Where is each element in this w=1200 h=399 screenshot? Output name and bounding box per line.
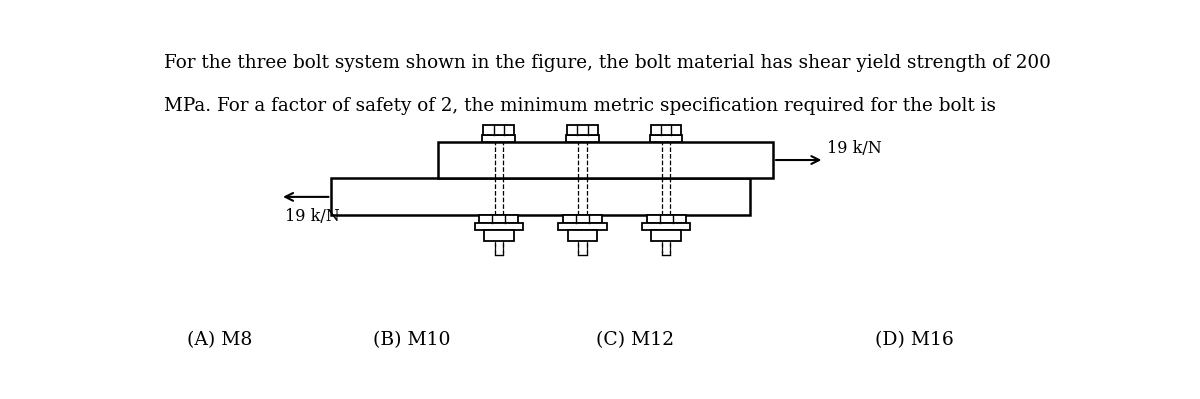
- Bar: [568, 230, 598, 241]
- Text: 19 k/N: 19 k/N: [284, 207, 340, 225]
- Bar: [484, 124, 514, 135]
- Text: For the three bolt system shown in the figure, the bolt material has shear yield: For the three bolt system shown in the f…: [164, 54, 1051, 72]
- Bar: [479, 215, 518, 223]
- Bar: [438, 142, 773, 178]
- Bar: [642, 223, 690, 230]
- Bar: [484, 230, 514, 241]
- Text: MPa. For a factor of safety of 2, the minimum metric specification required for : MPa. For a factor of safety of 2, the mi…: [164, 97, 996, 115]
- Text: (C) M12: (C) M12: [596, 331, 674, 349]
- Bar: [650, 124, 682, 135]
- Bar: [652, 230, 682, 241]
- Bar: [568, 124, 598, 135]
- Text: (A) M8: (A) M8: [187, 331, 252, 349]
- Bar: [474, 223, 523, 230]
- Bar: [647, 215, 685, 223]
- Bar: [558, 223, 607, 230]
- Bar: [482, 135, 515, 142]
- Bar: [331, 178, 750, 215]
- Bar: [566, 135, 599, 142]
- Bar: [650, 135, 683, 142]
- Text: 19 k/N: 19 k/N: [827, 140, 882, 157]
- Text: (B) M10: (B) M10: [373, 331, 451, 349]
- Bar: [563, 215, 602, 223]
- Text: (D) M16: (D) M16: [876, 331, 954, 349]
